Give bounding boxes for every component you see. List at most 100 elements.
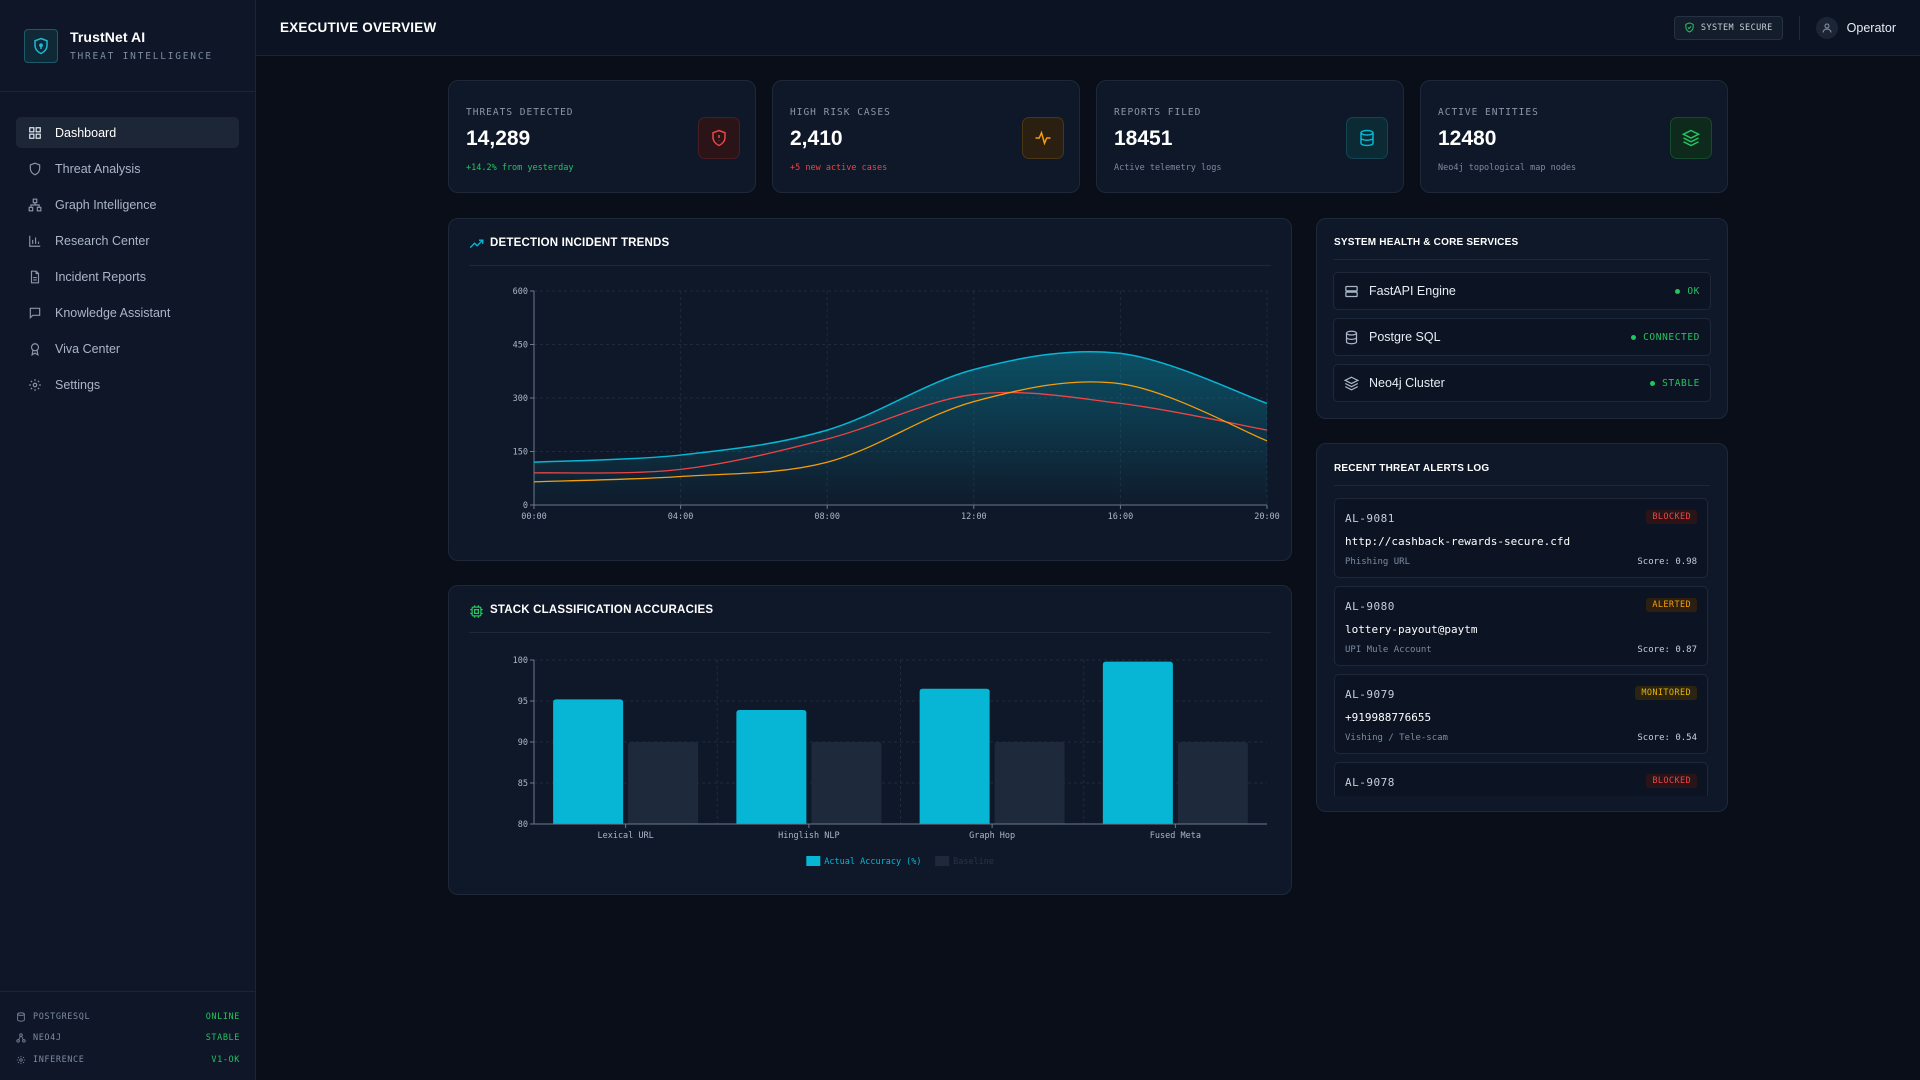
stat-label: ACTIVE ENTITIES: [1438, 107, 1539, 118]
alert-id: AL-9079: [1345, 688, 1395, 701]
service-status: OK: [1675, 286, 1700, 297]
network-icon: [16, 1033, 26, 1043]
service-row-postgresql[interactable]: Postgre SQL CONNECTED: [1333, 318, 1711, 356]
stat-card-high-risk-cases: HIGH RISK CASES 2,410 +5 new active case…: [772, 80, 1080, 193]
alert-row[interactable]: AL-9078 BLOCKED: [1334, 762, 1708, 796]
bar-chart-icon: [29, 235, 41, 247]
x-tick-label: 04:00: [668, 512, 694, 522]
pulse-icon: [1022, 117, 1064, 159]
legend-swatch: [935, 856, 950, 866]
legend-label: Baseline: [953, 857, 994, 867]
brand-subtitle: THREAT INTELLIGENCE: [70, 51, 213, 62]
y-tick-label: 95: [518, 697, 528, 707]
grid-icon: [29, 126, 41, 139]
alert-score: Score: 0.54: [1637, 733, 1697, 743]
document-icon: [30, 270, 40, 283]
alert-category: Phishing URL: [1345, 557, 1411, 567]
y-tick-label: 90: [518, 738, 528, 748]
stat-label: REPORTS FILED: [1114, 107, 1202, 118]
sidebar-item-incident-reports[interactable]: Incident Reports: [16, 261, 239, 292]
detection-trends-panel: DETECTION INCIDENT TRENDS 0 150 300 450 600 0…: [448, 218, 1292, 561]
service-status: CONNECTED: [1631, 332, 1700, 343]
bar: [1102, 661, 1173, 824]
alert-status-badge: MONITORED: [1635, 686, 1697, 700]
database-icon: [17, 1012, 25, 1022]
alert-row[interactable]: AL-9079 MONITORED +919988776655 Vishing …: [1334, 674, 1708, 754]
x-tick-label: Lexical URL: [597, 831, 653, 841]
sidebar-item-label: Graph Intelligence: [55, 197, 157, 212]
sidebar-item-label: Incident Reports: [55, 269, 147, 284]
sidebar-item-viva-center[interactable]: Viva Center: [16, 333, 239, 364]
database-icon: [1345, 330, 1358, 344]
sidebar-item-settings[interactable]: Settings: [16, 369, 239, 400]
alert-category: UPI Mule Account: [1345, 645, 1432, 655]
sidebar-item-label: Settings: [55, 377, 101, 392]
stat-label: THREATS DETECTED: [466, 107, 574, 118]
alert-row[interactable]: AL-9081 BLOCKED http://cashback-rewards-…: [1334, 498, 1708, 578]
sidebar-item-label: Dashboard: [55, 125, 117, 140]
status-label: POSTGRESQL: [33, 1011, 91, 1022]
alert-id: AL-9081: [1345, 512, 1395, 525]
alert-score: Score: 0.87: [1637, 645, 1697, 655]
status-row-inference: INFERENCE V1-OK: [16, 1049, 240, 1071]
series-line: [533, 391, 1268, 474]
user-icon: [1822, 23, 1832, 33]
status-row-postgresql: POSTGRESQL ONLINE: [16, 1006, 240, 1028]
x-tick-label: 20:00: [1254, 512, 1280, 522]
service-row-neo4j[interactable]: Neo4j Cluster STABLE: [1333, 364, 1711, 402]
sidebar-item-research-center[interactable]: Research Center: [16, 225, 239, 256]
status-value: V1-OK: [211, 1054, 240, 1065]
service-row-fastapi[interactable]: FastAPI Engine OK: [1333, 272, 1711, 310]
panel-header: SYSTEM HEALTH & CORE SERVICES: [1334, 237, 1710, 260]
alerts-list[interactable]: AL-9081 BLOCKED http://cashback-rewards-…: [1317, 496, 1727, 796]
y-tick-label: 150: [513, 448, 528, 458]
series-line: [533, 350, 1268, 463]
sidebar-item-dashboard[interactable]: Dashboard: [16, 117, 239, 148]
sidebar: TrustNet AI THREAT INTELLIGENCE Dashboar…: [0, 0, 256, 1080]
y-tick-label: 300: [513, 394, 528, 404]
alert-status-badge: BLOCKED: [1646, 510, 1697, 524]
user-menu[interactable]: Operator: [1815, 16, 1896, 39]
bar: [1177, 742, 1248, 824]
brand-logo-shield-icon: [24, 28, 58, 63]
x-tick-label: 08:00: [814, 512, 840, 522]
legend-swatch: [806, 856, 821, 866]
alert-category: Vishing / Tele-scam: [1345, 733, 1448, 743]
bar: [994, 742, 1065, 824]
gear-icon: [16, 1055, 26, 1064]
service-name: Neo4j Cluster: [1369, 376, 1445, 390]
y-tick-label: 100: [513, 656, 528, 666]
sidebar-item-threat-analysis[interactable]: Threat Analysis: [16, 153, 239, 184]
stat-value: 12480: [1438, 127, 1497, 150]
top-bar: EXECUTIVE OVERVIEW SYSTEM SECURE Operato…: [256, 0, 1920, 56]
threat-alerts-panel: RECENT THREAT ALERTS LOG AL-9081 BLOCKED…: [1316, 443, 1728, 812]
alert-score: Score: 0.98: [1637, 557, 1697, 567]
service-name: FastAPI Engine: [1369, 284, 1456, 298]
status-label: INFERENCE: [33, 1054, 85, 1065]
sidebar-status-footer: POSTGRESQL ONLINE NEO4J STABLE INFERENCE…: [0, 991, 256, 1080]
alert-row[interactable]: AL-9080 ALERTED lottery-payout@paytm UPI…: [1334, 586, 1708, 666]
panel-header: DETECTION INCIDENT TRENDS: [469, 237, 1271, 266]
brand: TrustNet AI THREAT INTELLIGENCE: [0, 0, 255, 92]
alert-status-badge: ALERTED: [1646, 598, 1697, 612]
stat-subtext: +14.2% from yesterday: [466, 163, 574, 173]
y-tick-label: 85: [518, 779, 528, 789]
y-tick-label: 450: [513, 341, 528, 351]
user-name: Operator: [1846, 20, 1896, 35]
sidebar-item-knowledge-assistant[interactable]: Knowledge Assistant: [16, 297, 239, 328]
panel-header: STACK CLASSIFICATION ACCURACIES: [469, 604, 1271, 633]
service-name: Postgre SQL: [1369, 330, 1441, 344]
status-value: ONLINE: [205, 1011, 240, 1022]
alert-target: +919988776655: [1345, 711, 1432, 724]
bar: [811, 742, 882, 824]
database-icon: [1346, 117, 1388, 159]
series-area: [534, 351, 1267, 505]
network-icon: [28, 198, 42, 211]
x-tick-label: 00:00: [521, 512, 547, 522]
legend-label: Actual Accuracy (%): [824, 857, 921, 867]
chip-icon: [470, 605, 483, 618]
layers-icon: [1344, 376, 1359, 390]
stat-subtext: Neo4j topological map nodes: [1438, 163, 1577, 173]
sidebar-item-graph-intelligence[interactable]: Graph Intelligence: [16, 189, 239, 220]
status-badge-label: SYSTEM SECURE: [1700, 22, 1773, 33]
